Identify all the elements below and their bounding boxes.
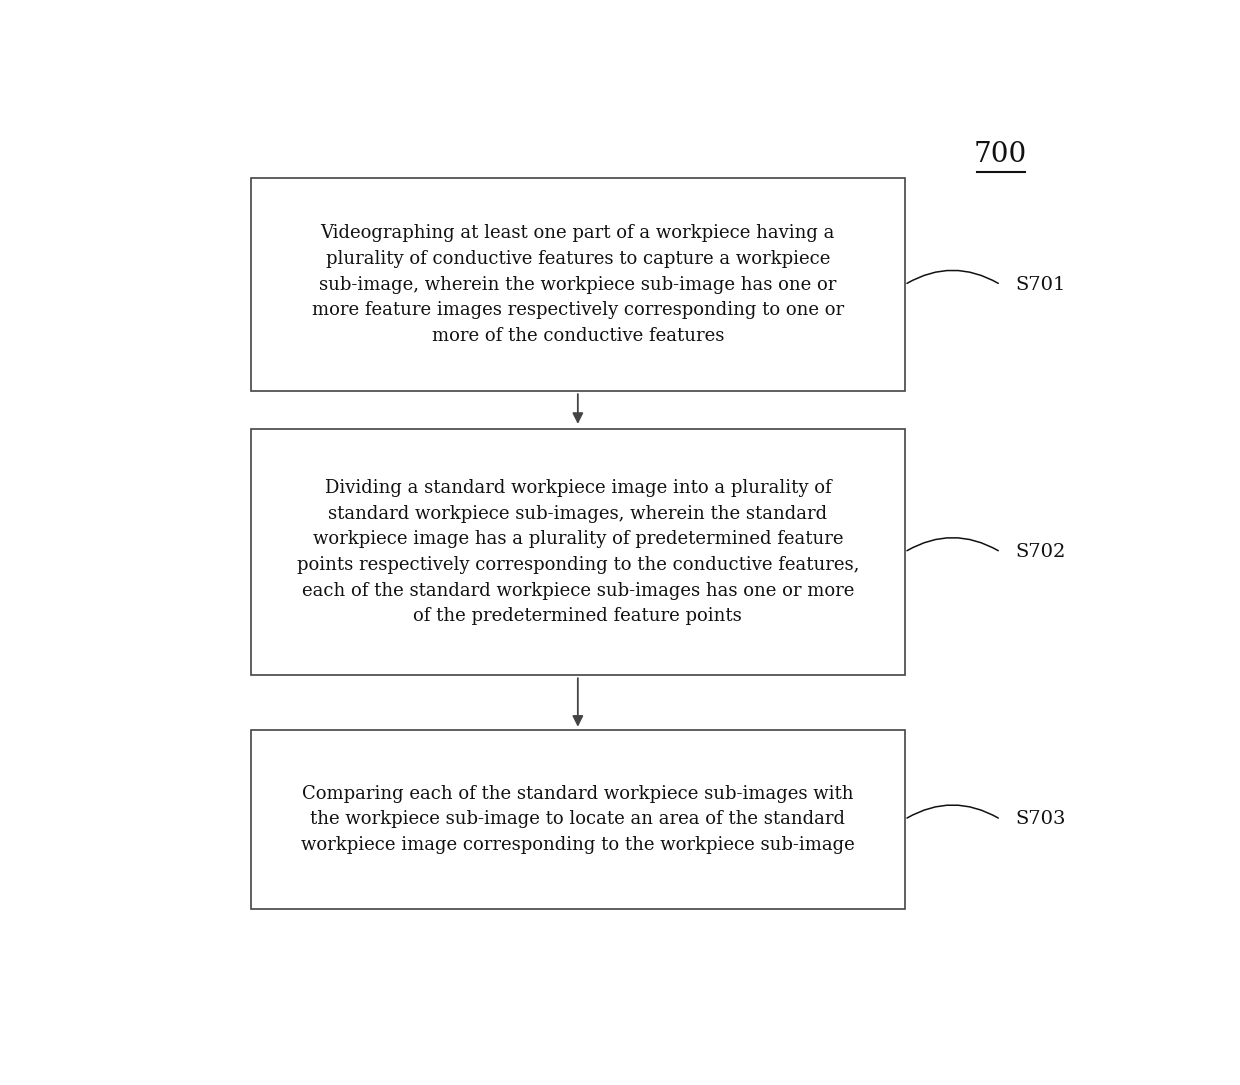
Text: S702: S702 [1016,544,1065,561]
FancyBboxPatch shape [250,429,905,675]
FancyBboxPatch shape [250,729,905,909]
Text: S701: S701 [1016,276,1065,294]
FancyBboxPatch shape [250,178,905,392]
Text: S703: S703 [1016,810,1065,829]
FancyArrowPatch shape [906,270,998,283]
Text: Comparing each of the standard workpiece sub-images with
the workpiece sub-image: Comparing each of the standard workpiece… [301,784,854,854]
Text: Videographing at least one part of a workpiece having a
plurality of conductive : Videographing at least one part of a wor… [311,225,844,345]
Text: Dividing a standard workpiece image into a plurality of
standard workpiece sub-i: Dividing a standard workpiece image into… [296,478,859,625]
FancyArrowPatch shape [906,538,998,551]
Text: 700: 700 [975,141,1027,168]
FancyArrowPatch shape [906,805,998,818]
